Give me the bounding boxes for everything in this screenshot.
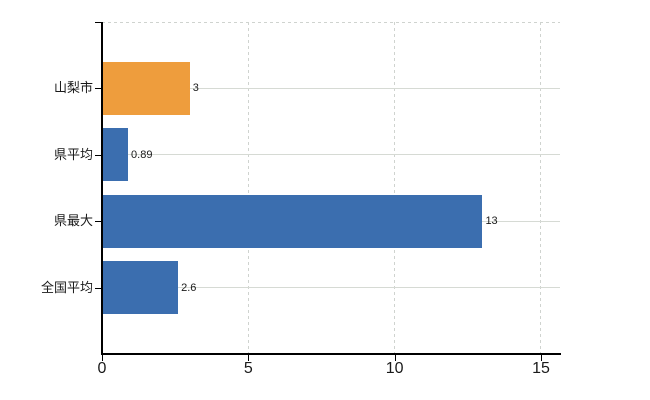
x-axis-label-5: 5 [243, 360, 253, 377]
bar-value-label: 0.89 [131, 148, 153, 161]
y-axis-top-tick [95, 22, 101, 23]
y-axis-label-全国平均: 全国平均 [40, 279, 93, 295]
y-axis-label-県平均: 県平均 [53, 146, 93, 162]
y-axis-line [101, 22, 103, 355]
vertical-gridline-10 [394, 22, 396, 354]
x-axis-label-15: 15 [532, 360, 550, 377]
y-axis-tick [95, 287, 101, 289]
vertical-gridline-15 [540, 22, 542, 354]
vertical-gridline-5 [247, 22, 249, 354]
y-axis-label-山梨市: 山梨市 [53, 80, 93, 96]
bar-県平均 [102, 128, 129, 182]
bar-県最大 [102, 194, 483, 248]
y-axis-tick [95, 221, 101, 223]
x-axis-line [101, 353, 561, 355]
y-axis-label-県最大: 県最大 [53, 213, 93, 229]
y-axis-tick [95, 154, 101, 156]
horizontal-gridline [102, 87, 560, 89]
x-axis-tick-15 [540, 355, 542, 361]
bar-value-label: 3 [192, 82, 199, 95]
x-axis-tick-10 [394, 355, 396, 361]
y-axis-tick [95, 88, 101, 90]
x-axis-label-10: 10 [385, 360, 404, 377]
plot-top-border [102, 22, 560, 23]
horizontal-gridline [102, 154, 560, 156]
bar-value-label: 13 [485, 215, 498, 228]
x-axis-label-0: 0 [97, 360, 107, 377]
plot-area: 3 0.89 13 2.6 [102, 22, 560, 354]
x-axis-tick-5 [248, 355, 250, 361]
bar-value-label: 2.6 [181, 281, 197, 294]
bar-山梨市 [102, 61, 190, 115]
x-axis-tick-0 [102, 355, 103, 361]
horizontal-gridline [102, 287, 560, 289]
bar-全国平均 [102, 261, 179, 315]
